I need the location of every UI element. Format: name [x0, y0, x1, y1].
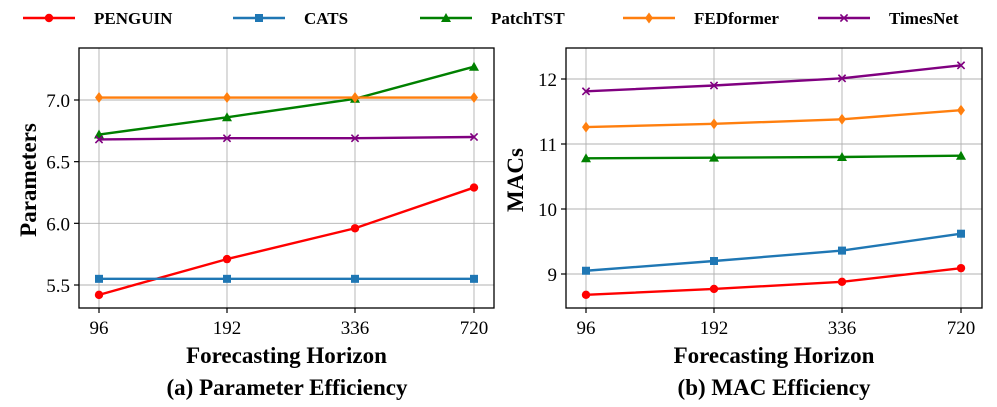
legend-marker-patchtst: [441, 13, 451, 22]
data-point-fedformer-336: [838, 113, 846, 125]
data-point-patchtst-192: [709, 152, 719, 162]
data-point-penguin-96: [581, 290, 591, 299]
data-point-timesnet-192: [222, 134, 232, 143]
data-point-penguin-336: [350, 224, 360, 233]
panel-parameter-efficiency: 96 192 336 720 5.5 6.0 6.5 7.0 Forecasting Horiz…: [16, 47, 495, 400]
series-line-penguin: [98, 186, 475, 297]
data-point-fedformer-192: [223, 92, 231, 104]
y-tick-label-3: 7.0: [46, 91, 70, 112]
legend-label-timesnet: TimesNet: [889, 9, 959, 28]
data-point-fedformer-96: [95, 92, 103, 104]
data-point-cats-336: [838, 246, 846, 255]
y-tick-label-0: 9: [548, 265, 558, 286]
y-tick-label-2: 6.5: [46, 153, 70, 174]
data-point-patchtst-720: [956, 150, 966, 160]
series-line-penguin: [585, 266, 962, 296]
legend-item-timesnet: TimesNet: [818, 9, 959, 28]
data-point-patchtst-720: [469, 61, 479, 71]
x-tick-label-336: 336: [828, 318, 857, 339]
data-point-fedformer-192: [710, 118, 718, 130]
series-group: [581, 61, 966, 299]
data-point-timesnet-720: [469, 132, 479, 142]
y-tick-label-2: 11: [539, 135, 557, 156]
x-tick-label-720: 720: [947, 318, 976, 339]
y-tick-label-3: 12: [538, 70, 557, 91]
series-line-fedformer: [585, 109, 962, 129]
grid: [79, 48, 494, 308]
x-tick-label-192: 192: [700, 318, 729, 339]
data-point-timesnet-720: [956, 61, 966, 70]
data-point-fedformer-96: [582, 121, 590, 133]
series-line-patchtst: [98, 65, 475, 136]
series-line-cats: [585, 232, 962, 272]
x-axis-title: Forecasting Horizon: [674, 343, 875, 368]
data-point-fedformer-720: [957, 104, 965, 116]
x-tick-label-96: 96: [90, 318, 109, 339]
legend-label-patchtst: PatchTST: [491, 9, 565, 28]
y-axis-title: MACs: [503, 148, 528, 212]
series-line-timesnet: [585, 64, 962, 93]
data-point-cats-96: [95, 274, 103, 283]
data-point-penguin-192: [709, 284, 719, 294]
panel-caption: (a) Parameter Efficiency: [167, 375, 408, 400]
legend-marker-cats: [255, 14, 263, 22]
legend-label-penguin: PENGUIN: [94, 9, 173, 28]
plot-frame: [78, 47, 495, 309]
legend-label-cats: CATS: [304, 9, 348, 28]
legend-item-fedformer: FEDformer: [623, 9, 779, 28]
data-point-patchtst-96: [581, 153, 591, 163]
data-point-timesnet-96: [94, 135, 104, 144]
data-point-penguin-720: [469, 183, 479, 192]
x-tick-label-96: 96: [577, 318, 596, 339]
panel-mac-efficiency: 96 192 336 720 9 10 11 12 Forecasting Horizon MAC…: [503, 47, 983, 400]
y-tick-label-1: 6.0: [46, 214, 70, 235]
y-axis-title: Parameters: [16, 123, 41, 237]
data-point-cats-336: [351, 274, 359, 283]
legend-marker-penguin: [44, 13, 54, 23]
data-point-timesnet-336: [837, 74, 847, 83]
x-tick-label-720: 720: [460, 318, 489, 339]
legend-item-penguin: PENGUIN: [23, 9, 173, 28]
data-point-timesnet-96: [581, 87, 591, 96]
data-point-penguin-96: [94, 290, 104, 300]
data-point-cats-720: [470, 274, 478, 283]
x-tick-label-192: 192: [213, 318, 242, 339]
y-tick-label-0: 5.5: [46, 276, 70, 297]
y-tick-label-1: 10: [538, 200, 557, 221]
data-point-penguin-720: [956, 263, 966, 273]
panel-caption: (b) MAC Efficiency: [678, 375, 871, 400]
data-point-patchtst-192: [222, 112, 232, 122]
x-tick-label-336: 336: [341, 318, 370, 339]
data-point-cats-96: [582, 266, 590, 275]
series-line-timesnet: [98, 135, 475, 141]
x-axis-title: Forecasting Horizon: [186, 343, 387, 368]
data-point-penguin-192: [222, 254, 232, 264]
legend-marker-fedformer: [645, 12, 653, 24]
series-line-patchtst: [585, 154, 962, 160]
data-point-cats-192: [710, 257, 718, 265]
data-point-patchtst-336: [837, 152, 847, 161]
data-point-fedformer-720: [470, 92, 478, 104]
data-point-cats-192: [223, 274, 231, 283]
legend: PENGUIN CATS PatchTST FEDformer TimesNet: [23, 9, 959, 28]
legend-label-fedformer: FEDformer: [694, 9, 779, 28]
data-point-penguin-336: [837, 277, 847, 286]
data-point-timesnet-336: [350, 134, 360, 143]
series-group: [94, 61, 479, 300]
data-point-cats-720: [957, 229, 965, 238]
grid: [566, 48, 982, 308]
plot-frame: [565, 47, 983, 309]
data-point-timesnet-192: [709, 81, 719, 90]
data-point-fedformer-336: [351, 92, 359, 104]
legend-marker-timesnet: [839, 13, 849, 23]
legend-item-cats: CATS: [233, 9, 348, 28]
legend-item-patchtst: PatchTST: [420, 9, 565, 28]
